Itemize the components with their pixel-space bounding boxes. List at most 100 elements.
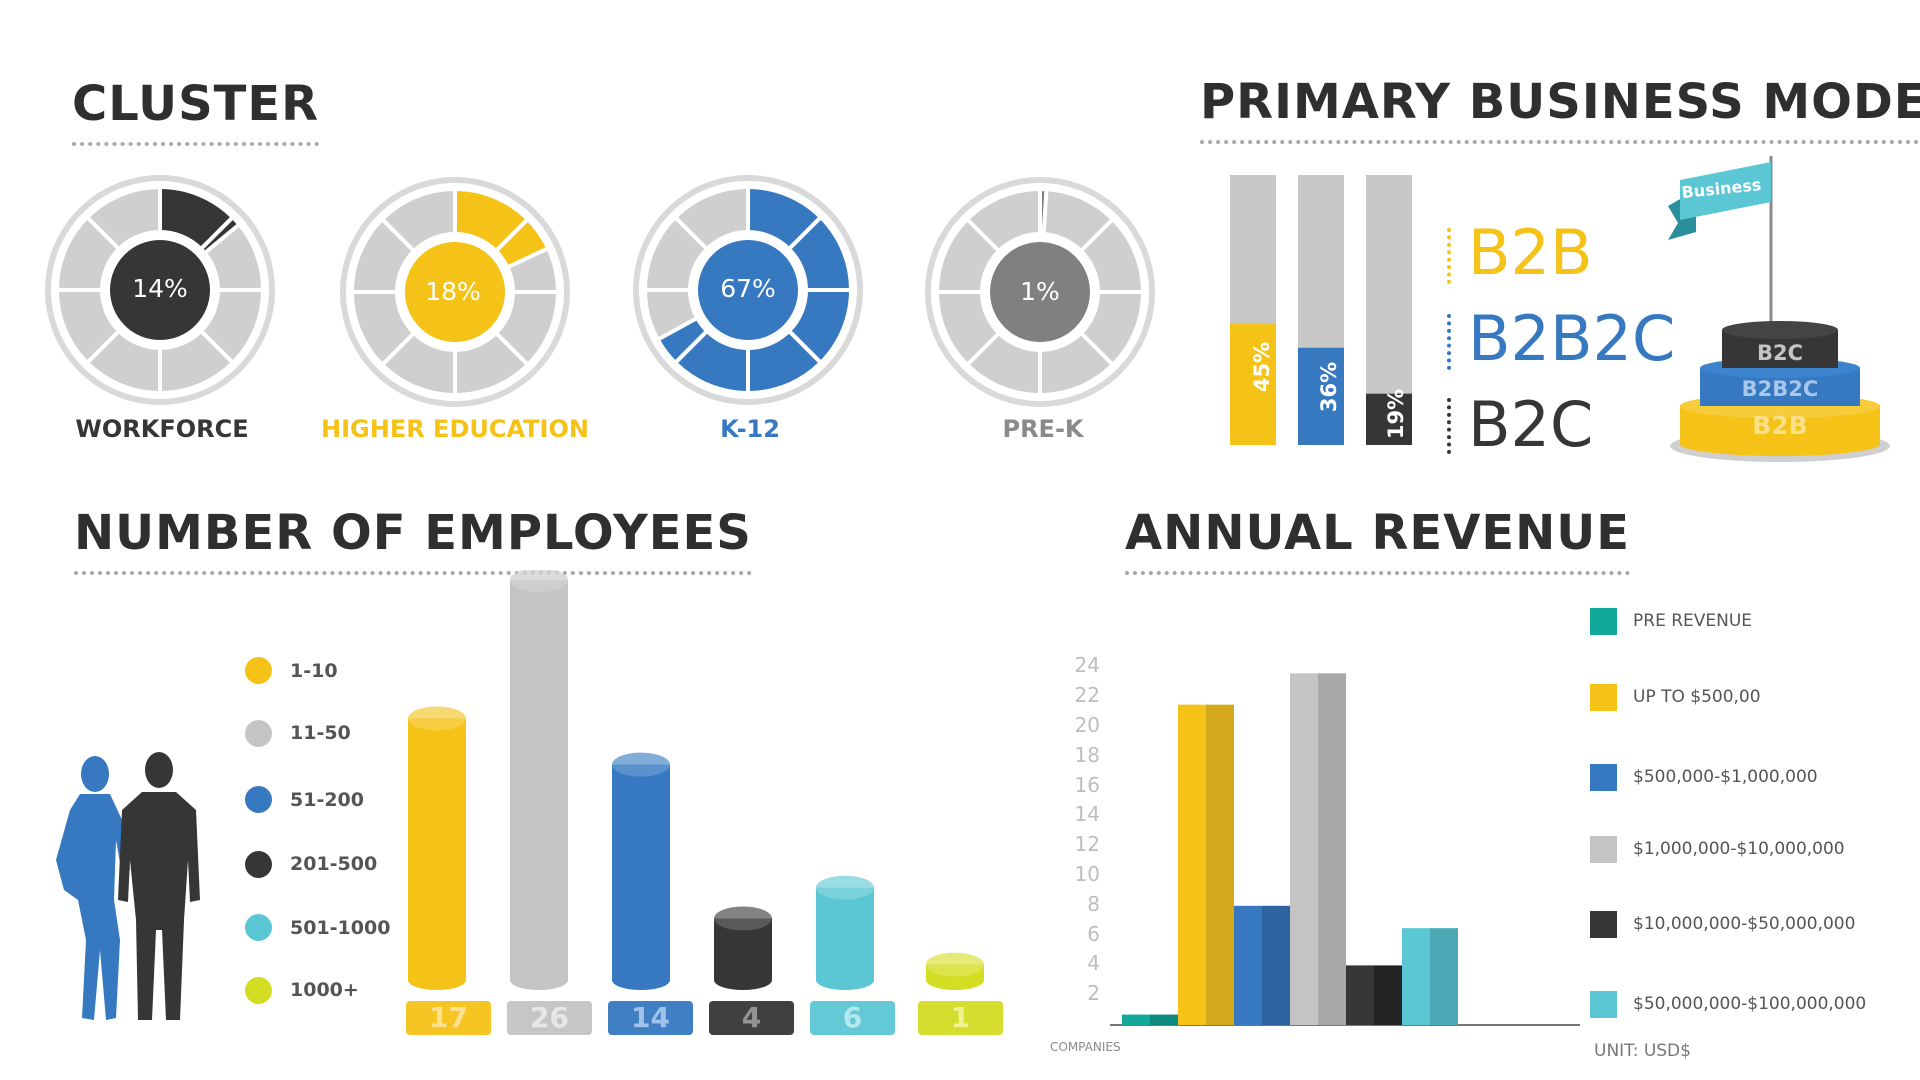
cylinder-top-highlight: [926, 952, 984, 977]
revenue-bar-0: [1122, 1014, 1178, 1025]
emp-value-501-1000: 6: [810, 1001, 895, 1035]
revenue-bar-side: [1318, 673, 1346, 1025]
legend-dot-1-10: [245, 657, 272, 684]
donut-segment: [84, 184, 162, 252]
cylinder-top: [714, 906, 772, 931]
b2b2c-marker: [1447, 314, 1451, 370]
revenue-ytick: 18: [1074, 742, 1100, 767]
emp-value-1000-plus: 1: [918, 1001, 1003, 1035]
revenue-ytick: 6: [1087, 921, 1100, 946]
cluster-label-workforce: WORKFORCE: [75, 415, 249, 443]
cylinder-top-highlight: [816, 875, 874, 900]
tier-b2b: B2B: [1752, 411, 1808, 440]
people-silhouettes: [56, 752, 200, 1020]
donut-filled-segment: [655, 315, 710, 366]
revenue-legend-label-5: $50,000,000-$100,000,000: [1633, 994, 1867, 1014]
cylinder-body: [510, 580, 568, 980]
employee-cylinder-4: [816, 875, 874, 990]
cylinder-base: [714, 970, 772, 990]
legend-label-501-1000: 501-1000: [290, 917, 391, 939]
donut-segment: [379, 186, 457, 254]
cylinder-top: [408, 706, 466, 731]
revenue-legend-swatch-4: [1590, 911, 1617, 938]
revenue-legend-label-3: $1,000,000-$10,000,000: [1633, 839, 1845, 859]
revenue-legend-label-2: $500,000-$1,000,000: [1633, 767, 1818, 787]
cluster-label-higher-education: HIGHER EDUCATION: [321, 415, 589, 443]
revenue-ytick: 8: [1087, 891, 1100, 916]
legend-label-201-500: 201-500: [290, 853, 378, 875]
revenue-bar-chart: [1110, 673, 1580, 1026]
revenue-legend-swatch-0: [1590, 608, 1617, 635]
revenue-ytick: 14: [1074, 802, 1100, 827]
revenue-bar-4: [1346, 965, 1402, 1025]
cluster-label-k12: K-12: [720, 415, 780, 443]
revenue-legend-label-4: $10,000,000-$50,000,000: [1633, 914, 1856, 934]
cluster-percent-prek: 1%: [1020, 277, 1060, 306]
revenue-unit-note: UNIT: USD$: [1594, 1041, 1691, 1061]
revenue-ytick: 22: [1074, 683, 1100, 708]
cylinder-top: [510, 570, 568, 592]
revenue-bar-front: [1178, 704, 1206, 1025]
cylinder-body: [816, 887, 874, 980]
revenue-ytick: 10: [1074, 862, 1100, 886]
cylinder-body: [408, 718, 466, 980]
cylinder-base: [408, 970, 466, 990]
revenue-bar-side: [1150, 1014, 1178, 1025]
revenue-legend-swatch-1: [1590, 684, 1617, 711]
donut-center: [990, 242, 1090, 342]
legend-label-1-10: 1-10: [290, 660, 338, 682]
b2b-marker: [1447, 228, 1451, 284]
cylinder-top-highlight: [714, 906, 772, 931]
donut-filled-segment: [198, 214, 243, 256]
cylinder-top: [816, 875, 874, 900]
cylinder-top: [926, 952, 984, 977]
emp-value-1-10: 17: [406, 1001, 491, 1035]
cluster-label-prek: PRE-K: [1002, 415, 1084, 443]
revenue-ytick: 24: [1074, 653, 1100, 678]
revenue-ytick: 12: [1074, 832, 1100, 857]
donut-filled-segment: [493, 216, 551, 270]
donut-0: [45, 175, 275, 405]
donut-segment: [964, 186, 1042, 254]
employee-cylinder-1: [510, 570, 568, 990]
employee-cylinder-2: [612, 752, 670, 990]
cluster-title: CLUSTER: [72, 76, 320, 146]
donut-2: [633, 175, 863, 405]
emp-value-201-500: 4: [709, 1001, 794, 1035]
revenue-bar-front: [1290, 673, 1318, 1025]
employees-title: NUMBER OF EMPLOYEES: [74, 505, 752, 575]
cluster-percent-higher-education: 18%: [425, 277, 481, 306]
revenue-legend-label-0: PRE REVENUE: [1633, 611, 1753, 631]
cylinder-top-highlight: [510, 570, 568, 592]
legend-dot-51-200: [245, 786, 272, 813]
bm-bar-fill: [1366, 393, 1412, 445]
legend-dot-1000-plus: [245, 977, 272, 1004]
business-model-bars: [1230, 175, 1412, 445]
employees-cylinder-chart: [408, 570, 984, 990]
cylinder-top-highlight: [612, 752, 670, 777]
emp-value-51-200: 14: [608, 1001, 693, 1035]
b2b-label: B2B: [1468, 216, 1593, 289]
b2b2c-percent: 36%: [1317, 361, 1341, 413]
revenue-bar-front: [1346, 965, 1374, 1025]
revenue-bar-side: [1374, 965, 1402, 1025]
revenue-bar-side: [1262, 905, 1290, 1025]
b2c-percent: 19%: [1384, 388, 1408, 440]
cylinder-body: [612, 764, 670, 980]
tier-b2c: B2C: [1757, 341, 1803, 365]
revenue-bar-front: [1402, 928, 1430, 1025]
business-model-title: PRIMARY BUSINESS MODEL: [1200, 74, 1920, 144]
revenue-bar-side: [1430, 928, 1458, 1025]
revenue-bar-1: [1178, 704, 1234, 1025]
revenue-bar-side: [1206, 704, 1234, 1025]
revenue-bar-front: [1234, 905, 1262, 1025]
legend-dot-11-50: [245, 720, 272, 747]
b2b2c-label: B2B2C: [1468, 302, 1676, 375]
employee-cylinder-0: [408, 706, 466, 990]
revenue-bar-front: [1122, 1014, 1150, 1025]
cylinder-base: [510, 970, 568, 990]
b2b-percent: 45%: [1250, 341, 1274, 393]
revenue-bar-3: [1290, 673, 1346, 1025]
legend-label-1000-plus: 1000+: [290, 979, 359, 1001]
emp-value-11-50: 26: [507, 1001, 592, 1035]
